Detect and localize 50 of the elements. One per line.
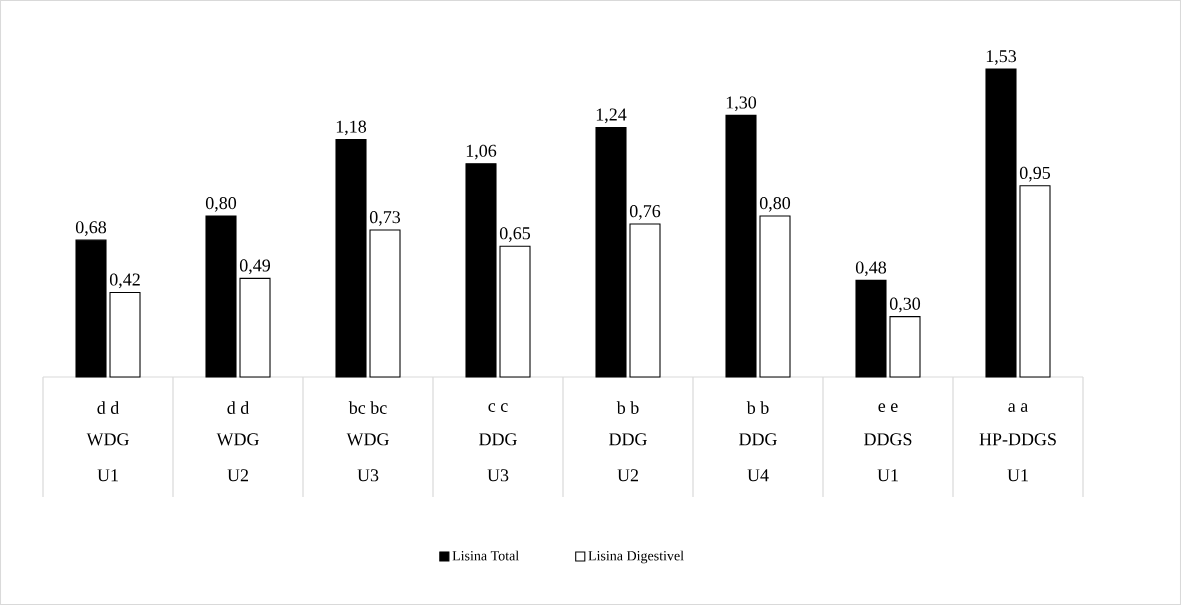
bar (759, 215, 791, 378)
data-label: 1,53 (986, 50, 1017, 65)
bar (1019, 185, 1051, 378)
data-label: 0,68 (75, 221, 107, 236)
data-label: 1,24 (596, 108, 627, 124)
data-label: 0,80 (759, 196, 791, 212)
category-label: DDG U4 (739, 433, 777, 482)
bar (465, 163, 497, 378)
legend-label: Lisina Total (452, 550, 519, 561)
data-label: 1,30 (726, 96, 757, 112)
text: bc bc (348, 401, 387, 414)
bar (499, 245, 531, 378)
data-label: 0,95 (1019, 166, 1051, 182)
data-label: 0,49 (239, 259, 271, 275)
bar (205, 215, 237, 378)
bar (239, 277, 271, 378)
data-label: 0,48 (855, 261, 887, 277)
text: b b (746, 401, 769, 414)
text: b b (616, 401, 639, 414)
bar (75, 239, 107, 378)
data-label: 1,18 (336, 120, 367, 136)
category-label: DDG U2 (609, 433, 647, 482)
data-label: 0,30 (889, 297, 921, 313)
bar (629, 223, 661, 378)
bar (889, 316, 921, 378)
category-label: WDG U1 (86, 433, 129, 482)
data-label: 0,76 (629, 205, 661, 220)
bar (725, 114, 757, 378)
text: c c (488, 403, 508, 412)
legend-label: Lisina Digestivel (588, 550, 684, 564)
bar (109, 291, 141, 378)
bar (855, 279, 887, 378)
data-label: 0,80 (205, 196, 237, 212)
bar (369, 229, 401, 378)
category-label: DDGS U1 (864, 433, 912, 482)
text: a a (1008, 403, 1028, 412)
data-label: 0,42 (109, 273, 140, 289)
data-label: 0,73 (369, 211, 401, 226)
bar (335, 139, 367, 378)
category-label: WDG U2 (216, 433, 259, 482)
bar (595, 126, 627, 378)
data-label: 0,65 (499, 227, 531, 242)
text: e e (878, 403, 898, 412)
bar (985, 68, 1017, 378)
data-label: 1,06 (466, 144, 497, 160)
category-label: DDG U3 (479, 433, 517, 482)
text: d d (97, 401, 120, 414)
text: d d (227, 401, 250, 414)
category-label: WDG U3 (346, 433, 389, 482)
category-label: HP-DDGS U1 (979, 433, 1056, 482)
